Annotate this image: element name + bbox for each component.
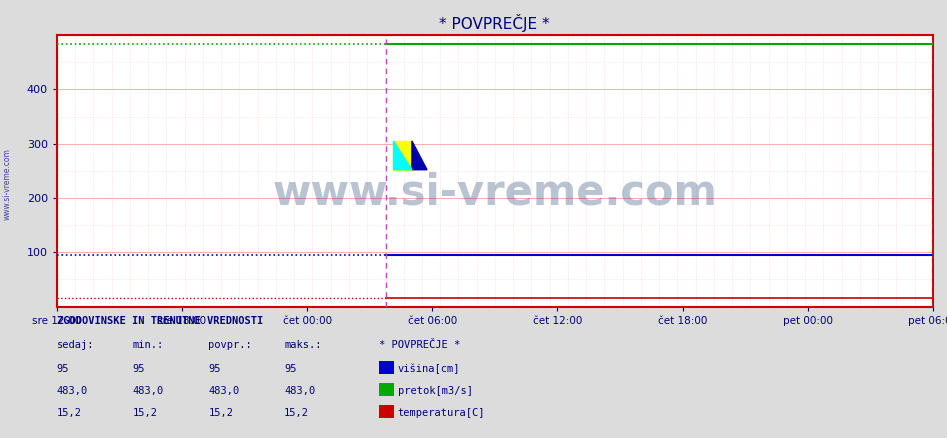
Text: 15,2: 15,2 [57,408,81,418]
Text: 483,0: 483,0 [284,386,315,396]
Text: povpr.:: povpr.: [208,340,252,350]
Polygon shape [394,141,412,170]
Text: www.si-vreme.com: www.si-vreme.com [273,172,717,214]
Text: 483,0: 483,0 [208,386,240,396]
Text: * POVPREČJE *: * POVPREČJE * [379,340,460,350]
Title: * POVPREČJE *: * POVPREČJE * [439,14,550,32]
Text: 95: 95 [133,364,145,374]
Text: min.:: min.: [133,340,164,350]
Text: maks.:: maks.: [284,340,322,350]
Text: 15,2: 15,2 [208,408,233,418]
Text: 15,2: 15,2 [133,408,157,418]
Text: 15,2: 15,2 [284,408,309,418]
Polygon shape [394,141,412,170]
Polygon shape [412,141,427,170]
Text: 95: 95 [284,364,296,374]
Text: temperatura[C]: temperatura[C] [398,408,485,418]
Text: www.si-vreme.com: www.si-vreme.com [3,148,12,220]
Text: sedaj:: sedaj: [57,340,95,350]
Text: ZGODOVINSKE IN TRENUTNE VREDNOSTI: ZGODOVINSKE IN TRENUTNE VREDNOSTI [57,316,263,326]
Text: 483,0: 483,0 [133,386,164,396]
Text: pretok[m3/s]: pretok[m3/s] [398,386,473,396]
Text: 483,0: 483,0 [57,386,88,396]
Text: 95: 95 [57,364,69,374]
Text: višina[cm]: višina[cm] [398,364,460,374]
Text: 95: 95 [208,364,221,374]
